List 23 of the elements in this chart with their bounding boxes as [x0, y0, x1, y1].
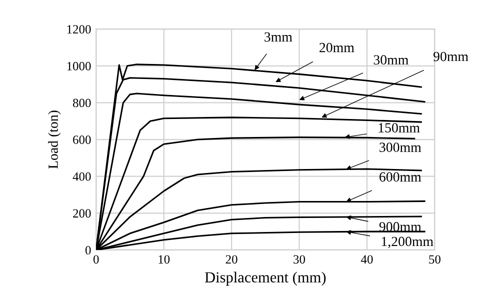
annotation: 90mm — [433, 52, 468, 62]
y-tick-label: 800 — [72, 98, 91, 108]
x-tick-label: 50 — [429, 255, 440, 264]
x-tick-label: 20 — [226, 255, 238, 264]
y-axis-title: Load (ton) — [48, 110, 61, 169]
y-tick-label: 1000 — [67, 62, 91, 70]
annotation: 600mm — [380, 172, 422, 182]
y-tick-label: 200 — [73, 209, 91, 218]
y-tick-label: 600 — [73, 136, 91, 144]
x-axis-title: Displacement (mm) — [204, 272, 326, 286]
annotation: 30mm — [374, 55, 408, 65]
y-tick-label: 400 — [72, 172, 91, 181]
y-tick-label: 0 — [85, 246, 91, 254]
annotation: 20mm — [320, 42, 354, 52]
annotation: 150mm — [378, 123, 420, 132]
x-tick-label: 30 — [294, 255, 306, 264]
annotation: 3mm — [264, 32, 292, 42]
annotation: 300mm — [380, 142, 422, 152]
x-tick-label: 10 — [158, 255, 170, 264]
x-tick-label: 0 — [93, 255, 99, 264]
y-tick-label: 1200 — [67, 25, 91, 34]
x-tick-label: 40 — [360, 255, 373, 264]
annotation: 1,200mm — [382, 236, 434, 248]
